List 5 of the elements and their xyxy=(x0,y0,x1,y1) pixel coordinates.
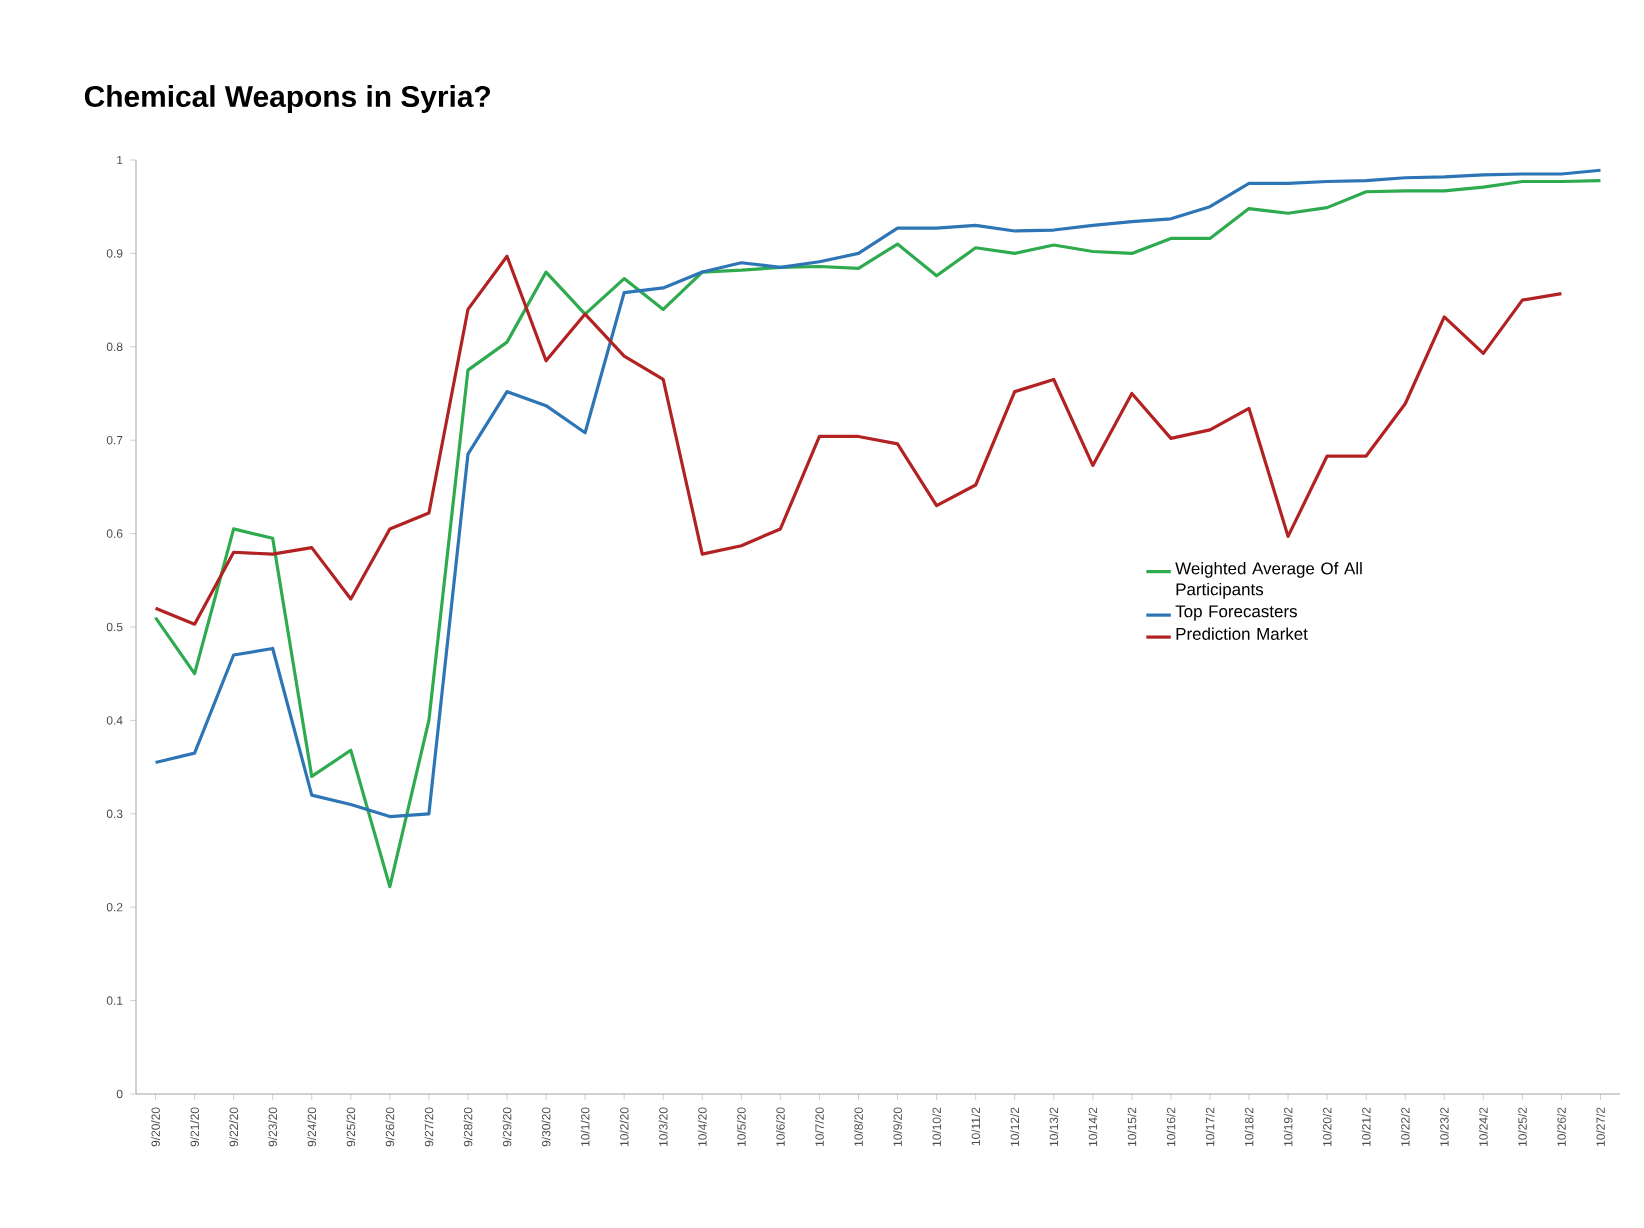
legend-label: Top Forecasters xyxy=(1175,605,1297,621)
chart-title: Chemical Weapons in Syria? xyxy=(84,85,490,113)
line-series xyxy=(153,254,1564,626)
legend-label: Prediction Market xyxy=(1176,627,1308,640)
legend-label: Weighted Average Of All Participants xyxy=(1175,562,1362,599)
